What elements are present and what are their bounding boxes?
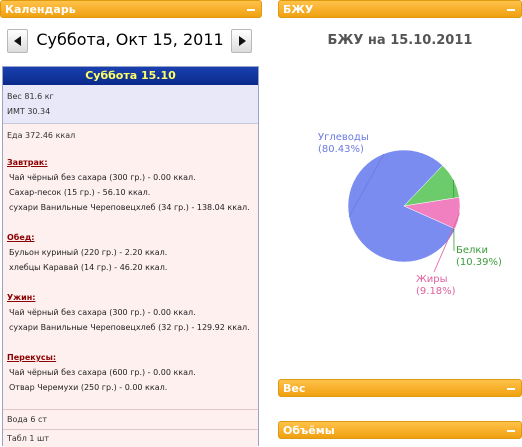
bmi-value: ИМТ 30.34 [7, 107, 50, 116]
bju-panel-title: БЖУ [283, 3, 313, 16]
day-summary: Суббота 15.10 Вес 81.6 кг ИМТ 30.34 Еда … [2, 66, 259, 446]
arrow-right-icon [239, 36, 246, 46]
meal-item: Бульон куриный (220 гр.) - 2.20 ккал. [9, 248, 167, 257]
minimize-icon[interactable] [506, 4, 516, 14]
pie-label-name: Белки [456, 245, 488, 256]
prev-day-button[interactable] [7, 29, 28, 53]
weight-block[interactable]: Вес 81.6 кг ИМТ 30.34 [3, 85, 258, 124]
next-day-button[interactable] [231, 29, 252, 53]
bju-chart-panel: БЖУ на 15.10.2011 Углеводы(80.43%)Белки(… [278, 18, 522, 358]
pills-value: Табл 1 шт [7, 434, 49, 443]
meal-item: Чай чёрный без сахара (300 гр.) - 0.00 к… [9, 308, 196, 317]
water-block[interactable]: Вода 6 ст [3, 410, 258, 430]
food-block[interactable]: Еда 372.46 ккал Завтрак: Чай чёрный без … [3, 124, 258, 410]
weight-panel-header[interactable]: Вес [278, 379, 522, 397]
volumes-panel-title: Объёмы [283, 424, 335, 437]
pie-chart: Углеводы(80.43%) Белки(10.39%) Жиры(9.18%) [278, 18, 522, 358]
meal-item: Отвар Черемухи (250 гр.) - 0.00 ккал. [9, 383, 167, 392]
weight-value: Вес 81.6 кг [7, 92, 54, 101]
meal-item: сухари Ванильные Череповецхлеб (34 гр.) … [9, 203, 250, 212]
calendar-panel-title: Календарь [5, 3, 76, 16]
pie-label-name: Углеводы [318, 132, 369, 143]
meal-title-snacks: Перекусы: [7, 353, 56, 362]
day-banner[interactable]: Суббота 15.10 [3, 67, 258, 85]
calendar-panel: Календарь Суббота, Окт 15, 2011 Суббота … [0, 0, 262, 446]
minimize-icon[interactable] [506, 425, 516, 435]
food-total: Еда 372.46 ккал [7, 131, 75, 140]
minimize-icon[interactable] [246, 4, 256, 14]
right-column: БЖУ БЖУ на 15.10.2011 Углеводы(80.43%)Бе… [278, 0, 522, 446]
bju-panel-header[interactable]: БЖУ [278, 0, 522, 18]
volumes-panel-header[interactable]: Объёмы [278, 421, 522, 439]
calendar-panel-header[interactable]: Календарь [0, 0, 262, 18]
meal-item: хлебцы Каравай (14 гр.) - 46.20 ккал. [9, 263, 167, 272]
meal-item: Сахар-песок (15 гр.) - 56.10 ккал. [9, 188, 150, 197]
date-title: Суббота, Окт 15, 2011 [30, 29, 230, 51]
pie-label-percent: (9.18%) [416, 286, 456, 297]
weight-panel-title: Вес [283, 382, 305, 395]
water-value: Вода 6 ст [7, 415, 47, 424]
pie-label-percent: (80.43%) [318, 144, 364, 155]
meal-title-dinner: Ужин: [7, 293, 35, 302]
pie-label-name: Жиры [416, 274, 448, 285]
meal-title-breakfast: Завтрак: [7, 158, 48, 167]
meal-item: Чай чёрный без сахара (300 гр.) - 0.00 к… [9, 173, 196, 182]
meal-item: сухари Ванильные Череповецхлеб (32 гр.) … [9, 323, 250, 332]
minimize-icon[interactable] [506, 383, 516, 393]
pills-block[interactable]: Табл 1 шт [3, 430, 258, 447]
pie-label-percent: (10.39%) [456, 257, 502, 268]
meal-item: Чай чёрный без сахара (600 гр.) - 0.00 к… [9, 368, 196, 377]
meal-title-lunch: Обед: [7, 233, 34, 242]
arrow-left-icon [14, 36, 21, 46]
